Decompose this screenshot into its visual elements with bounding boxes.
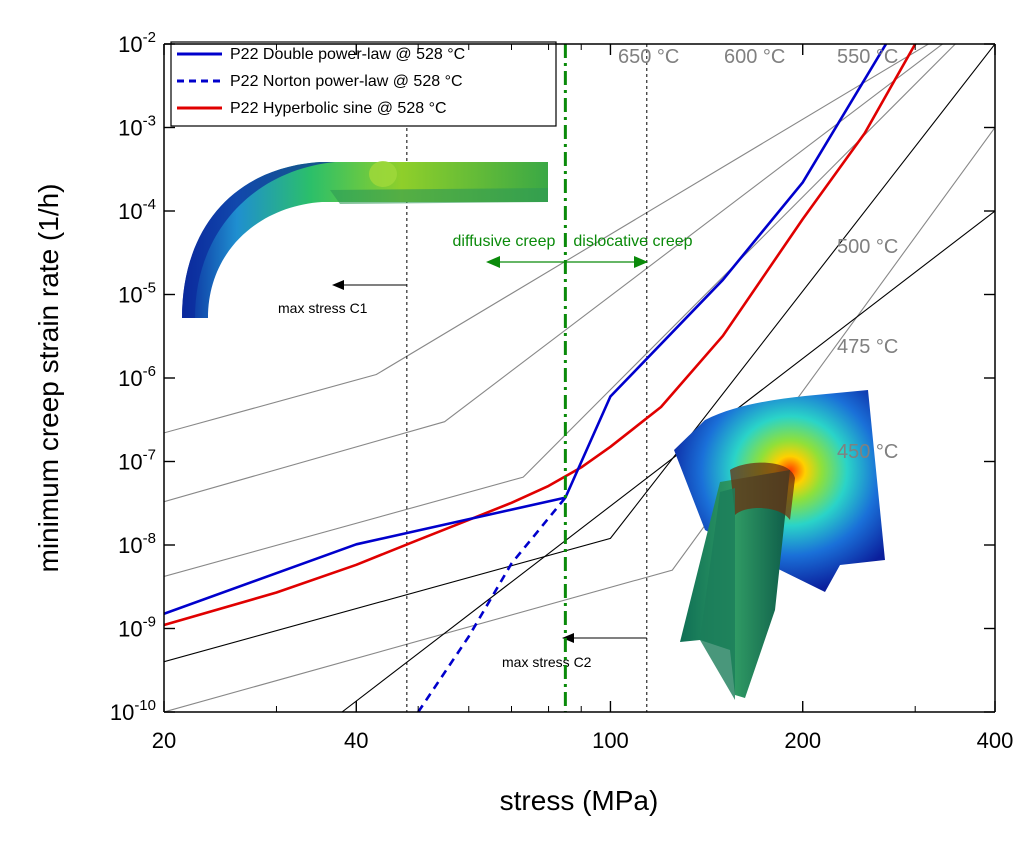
- curve-double-power-law: [164, 44, 888, 616]
- regime-label-diffusive: diffusive creep: [452, 233, 555, 250]
- isotherm-lines: [164, 44, 995, 712]
- isotherm-line-600: [164, 44, 944, 503]
- curve-norton-power-law: [417, 496, 567, 712]
- max-stress-c2-label: max stress C2: [502, 654, 592, 670]
- x-axis-title: stress (MPa): [500, 785, 659, 816]
- x-tick-label: 40: [344, 728, 368, 753]
- legend-entry-double-power-law: P22 Double power-law @ 528 °C: [230, 46, 465, 63]
- y-axis-title: minimum creep strain rate (1/h): [33, 183, 64, 572]
- x-tick-label: 400: [977, 728, 1014, 753]
- max-stress-c1-arrowhead: [332, 280, 344, 290]
- max-stress-c2-arrowhead: [562, 633, 574, 643]
- y-tick-label: 10-4: [118, 196, 156, 224]
- y-tick-label: 10-9: [118, 614, 156, 642]
- isotherm-label-650: 650 °C: [618, 46, 679, 68]
- isotherm-label-500: 500 °C: [837, 236, 898, 258]
- regime-annotations: diffusive creep dislocative creep: [452, 44, 693, 712]
- elbow-fe-model-image: [182, 161, 548, 318]
- isotherm-label-475: 475 °C: [837, 336, 898, 358]
- max-stress-markers: max stress C1 max stress C2: [278, 44, 648, 712]
- isotherm-label-450: 450 °C: [837, 441, 898, 463]
- legend-entry-norton-power-law: P22 Norton power-law @ 528 °C: [230, 73, 463, 90]
- isotherm-label-600: 600 °C: [724, 46, 785, 68]
- regime-arrowhead-right: [634, 256, 648, 268]
- isotherm-line-450: [341, 210, 995, 712]
- y-tick-label: 10-3: [118, 113, 156, 141]
- y-tick-label: 10-5: [118, 280, 156, 308]
- regime-label-dislocative: dislocative creep: [573, 233, 692, 250]
- y-tick-label: 10-7: [118, 447, 156, 475]
- isotherm-line-475: [164, 127, 995, 712]
- legend: P22 Double power-law @ 528 °C P22 Norton…: [170, 41, 557, 127]
- x-tick-label: 100: [592, 728, 629, 753]
- tee-joint-fe-model-image: [674, 390, 885, 700]
- x-tick-label: 200: [784, 728, 821, 753]
- legend-entry-hyperbolic-sine: P22 Hyperbolic sine @ 528 °C: [230, 100, 447, 117]
- y-tick-label: 10-6: [118, 363, 156, 391]
- y-tick-label: 10-2: [118, 29, 156, 57]
- max-stress-c1-label: max stress C1: [278, 300, 368, 316]
- isotherm-label-550: 550 °C: [837, 46, 898, 68]
- isotherm-labels: 650 °C 600 °C 550 °C 500 °C 475 °C 450 °…: [618, 46, 898, 463]
- isotherm-line-650: [164, 44, 930, 434]
- x-tick-label: 20: [152, 728, 176, 753]
- isotherm-line-500: [164, 44, 995, 663]
- isotherm-line-550: [164, 44, 957, 578]
- y-tick-label: 10-10: [110, 697, 156, 725]
- plot-area: [164, 44, 995, 712]
- axes: 20 40 100 200 400 10-10 10-9 10-8 10-7 10-6 10-5 1…: [110, 29, 1014, 753]
- regime-arrowhead-left: [486, 256, 500, 268]
- y-tick-label: 10-8: [118, 530, 156, 558]
